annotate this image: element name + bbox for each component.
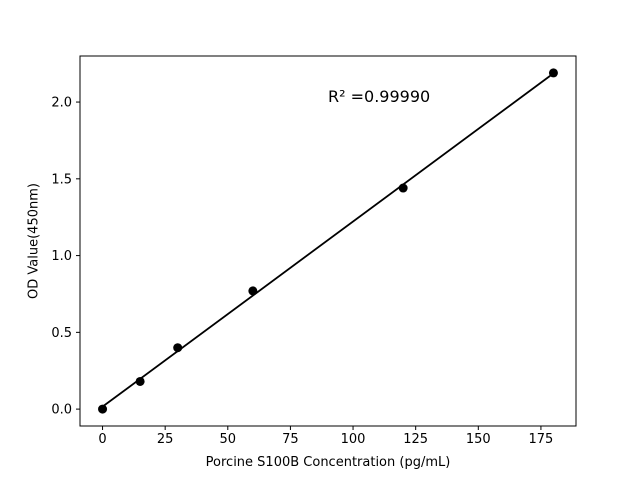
x-tick-label: 150 — [466, 432, 491, 447]
y-tick-label: 2.0 — [51, 96, 72, 111]
y-axis-label: OD Value(450nm) — [27, 183, 42, 299]
data-point — [135, 376, 145, 386]
data-point — [548, 68, 558, 78]
x-tick-label: 50 — [220, 432, 237, 447]
x-tick-label: 0 — [98, 432, 106, 447]
fit-line — [102, 72, 554, 408]
data-point — [173, 343, 183, 353]
x-tick-label: 125 — [403, 432, 428, 447]
data-point — [398, 183, 408, 193]
x-tick-label: 75 — [282, 432, 299, 447]
y-tick-label: 1.5 — [51, 172, 72, 187]
x-tick-label: 100 — [341, 432, 366, 447]
data-point — [98, 404, 108, 414]
x-tick-label: 25 — [157, 432, 174, 447]
x-tick-label: 175 — [529, 432, 554, 447]
plot-border — [79, 55, 577, 427]
data-point — [248, 286, 258, 296]
r-squared-annotation: R² =0.99990 — [328, 87, 430, 106]
y-tick-label: 0.0 — [51, 403, 72, 418]
x-axis-label: Porcine S100B Concentration (pg/mL) — [206, 455, 451, 470]
y-tick-label: 1.0 — [51, 249, 72, 264]
y-tick-label: 0.5 — [51, 326, 72, 341]
